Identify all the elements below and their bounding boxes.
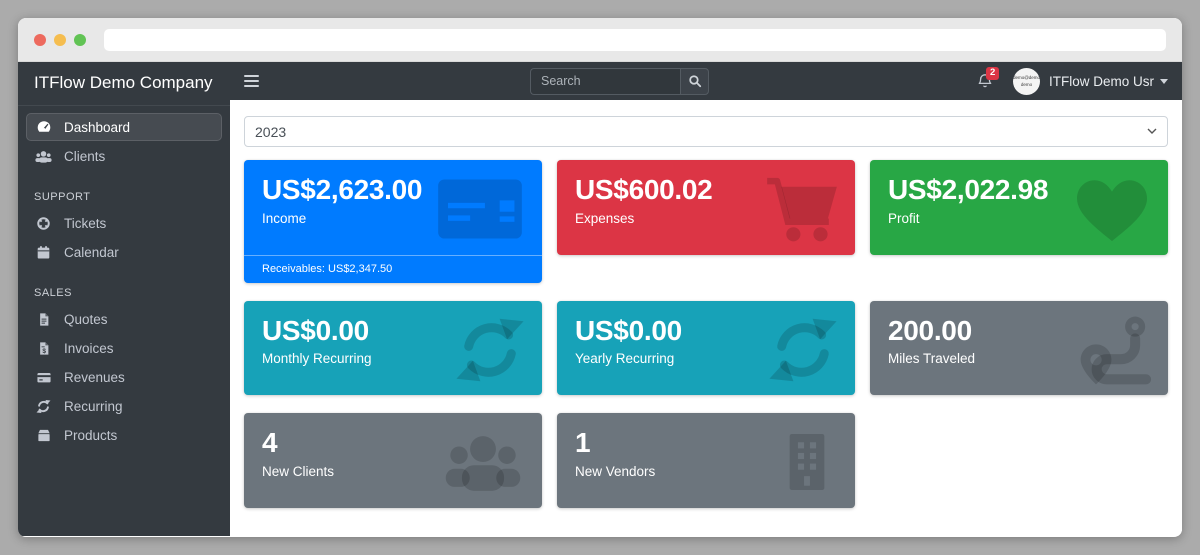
stat-card-income[interactable]: US$2,623.00 Income Receivables: U	[244, 160, 542, 283]
notifications-button[interactable]: 2	[977, 67, 1000, 89]
sidebar-item-recurring[interactable]: Recurring	[26, 393, 222, 420]
stat-value: US$0.00	[262, 314, 369, 346]
sidebar-toggle-button[interactable]	[244, 75, 262, 87]
stat-value: US$2,022.98	[888, 174, 1049, 205]
stat-value: US$600.02	[575, 174, 713, 205]
tachometer-icon	[34, 119, 53, 135]
sidebar-item-label: Calendar	[64, 245, 119, 260]
box-icon	[34, 428, 53, 443]
stat-card-new-clients[interactable]: 4 New Clients	[244, 413, 542, 508]
stat-value: 4	[262, 427, 278, 459]
caret-down-icon	[1160, 78, 1169, 84]
window-controls	[34, 33, 86, 46]
year-select[interactable]: 2023	[244, 116, 1168, 147]
sidebar-nav: Dashboard Clients SUPPORT	[18, 106, 230, 451]
stat-value: US$2,623.00	[262, 174, 423, 205]
stat-label: Expenses	[575, 210, 635, 226]
file-invoice-dollar-icon: $	[34, 341, 53, 356]
sidebar-item-label: Dashboard	[64, 119, 131, 135]
route-icon	[1078, 313, 1152, 387]
stat-card-footer: Receivables: US$2,347.50	[244, 254, 542, 283]
sync-icon	[767, 314, 839, 386]
shopping-cart-icon	[765, 173, 839, 245]
maximize-window-icon[interactable]	[74, 33, 86, 46]
dashboard-content: 2023 US$2,623.00 Income	[230, 100, 1182, 536]
stat-card-yearly-recurring[interactable]: US$0.00 Yearly Recurring	[557, 300, 855, 396]
top-navbar: 2 demo@demo demo ITFlow Demo Usr	[230, 62, 1182, 100]
stat-card-profit[interactable]: US$2,022.98 Profit	[870, 160, 1168, 255]
stat-cards-grid: US$2,623.00 Income Receivables: U	[244, 160, 1168, 508]
avatar[interactable]: demo@demo demo	[1013, 67, 1040, 95]
sidebar-item-label: Invoices	[64, 341, 114, 356]
sync-icon	[34, 399, 53, 414]
stat-label: Income	[262, 210, 307, 226]
brand-title[interactable]: ITFlow Demo Company	[18, 62, 230, 106]
stat-card-monthly-recurring[interactable]: US$0.00 Monthly Recurring	[244, 300, 542, 396]
building-icon	[775, 427, 839, 497]
stat-label: Miles Traveled	[888, 351, 976, 367]
stat-card-new-vendors[interactable]: 1 New Vendors	[557, 413, 855, 508]
sidebar-item-dashboard[interactable]: Dashboard	[26, 113, 222, 141]
search-icon	[688, 74, 702, 88]
sidebar-item-quotes[interactable]: Quotes	[26, 306, 222, 333]
browser-window: ITFlow Demo Company Dashboard	[18, 18, 1182, 537]
sidebar-item-clients[interactable]: Clients	[26, 143, 222, 170]
notification-badge: 2	[986, 67, 1000, 80]
hamburger-icon	[244, 75, 259, 77]
users-icon	[440, 428, 526, 496]
credit-card-icon	[434, 177, 526, 241]
url-bar[interactable]	[104, 28, 1166, 51]
users-icon	[34, 149, 53, 164]
user-menu[interactable]: ITFlow Demo Usr	[1049, 73, 1169, 89]
sidebar-item-label: Recurring	[64, 399, 123, 414]
minimize-window-icon[interactable]	[54, 33, 66, 46]
sidebar-item-label: Products	[64, 428, 118, 443]
sidebar-item-label: Quotes	[64, 312, 108, 327]
sidebar-item-calendar[interactable]: Calendar	[26, 239, 222, 266]
sidebar-item-label: Tickets	[64, 216, 107, 231]
stat-label: New Vendors	[575, 463, 656, 479]
sidebar-section-sales: SALES	[34, 287, 72, 299]
life-ring-icon	[34, 216, 53, 231]
search-group	[530, 67, 709, 95]
sidebar-item-revenues[interactable]: Revenues	[26, 364, 222, 391]
sidebar-item-invoices[interactable]: $ Invoices	[26, 335, 222, 362]
sidebar-item-label: Revenues	[64, 370, 125, 385]
search-input[interactable]	[530, 67, 680, 95]
calendar-icon	[34, 245, 53, 260]
stat-value: US$0.00	[575, 314, 682, 346]
stat-label: Monthly Recurring	[262, 351, 372, 367]
sidebar: ITFlow Demo Company Dashboard	[18, 62, 230, 536]
sidebar-item-tickets[interactable]: Tickets	[26, 210, 222, 237]
stat-label: Profit	[888, 210, 920, 226]
search-button[interactable]	[680, 67, 709, 95]
stat-label: New Clients	[262, 463, 335, 479]
stat-value: 200.00	[888, 314, 972, 346]
credit-card-icon	[34, 370, 53, 385]
sidebar-section-support: SUPPORT	[34, 191, 91, 203]
user-name: ITFlow Demo Usr	[1049, 73, 1155, 89]
sidebar-item-label: Clients	[64, 149, 106, 164]
close-window-icon[interactable]	[34, 33, 46, 46]
stat-card-expenses[interactable]: US$600.02 Expenses	[557, 160, 855, 255]
stat-value: 1	[575, 427, 591, 459]
stat-label: Yearly Recurring	[575, 351, 675, 367]
sync-icon	[454, 314, 526, 386]
heart-icon	[1072, 173, 1152, 245]
browser-chrome-bar	[18, 18, 1182, 62]
svg-text:$: $	[42, 348, 46, 355]
sidebar-item-products[interactable]: Products	[26, 422, 222, 449]
file-icon	[34, 312, 53, 327]
stat-card-miles-traveled[interactable]: 200.00 Miles Traveled	[870, 300, 1168, 396]
